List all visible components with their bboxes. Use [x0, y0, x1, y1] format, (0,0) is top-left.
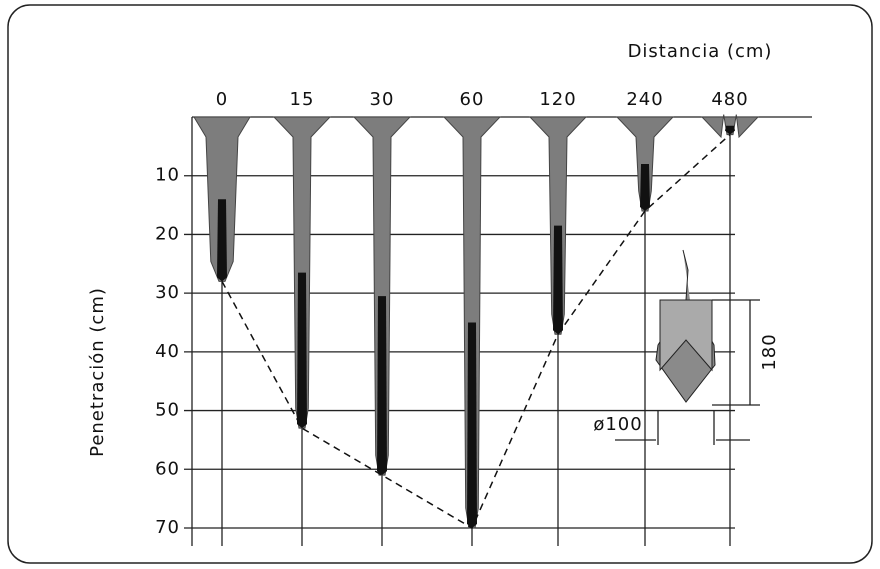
y-tick-label: 60 — [155, 458, 180, 479]
frame — [7, 4, 873, 564]
profile — [700, 114, 760, 139]
envelope — [221, 134, 731, 530]
profile — [193, 116, 251, 282]
x-tick-label: 240 — [626, 89, 663, 110]
x-tick-label: 30 — [370, 89, 395, 110]
profile-core — [725, 125, 735, 135]
x-tick-label: 480 — [711, 89, 748, 110]
height-label: 180 — [759, 333, 780, 370]
profile-body — [700, 114, 760, 139]
profile — [615, 116, 675, 212]
profile — [272, 116, 332, 429]
profile-body — [352, 116, 412, 476]
y-tick-label: 70 — [155, 517, 180, 538]
y-tick-label: 40 — [155, 341, 180, 362]
diameter-label: ø100 — [593, 414, 642, 435]
profile-core — [553, 225, 563, 335]
profile — [352, 116, 412, 476]
profile-core — [640, 163, 650, 211]
profile-core — [217, 199, 227, 282]
profile — [528, 116, 588, 335]
x-tick-label: 15 — [290, 89, 315, 110]
x-tick-label: 0 — [216, 89, 228, 110]
x-title: Distancia (cm) — [628, 41, 773, 62]
x-tick-label: 60 — [460, 89, 485, 110]
inset-body — [659, 299, 713, 372]
y-tick-label: 30 — [155, 282, 180, 303]
y-tick-label: 50 — [155, 400, 180, 421]
plot: 10 20 30 40 50 60 70 0 15 30 60 120 240 480 — [155, 89, 812, 546]
y-tick-label: 20 — [155, 223, 180, 244]
profile-core — [467, 322, 477, 528]
x-tick-label: 120 — [539, 89, 576, 110]
profile-core — [377, 296, 387, 476]
profile — [442, 116, 502, 529]
profile-core — [297, 272, 307, 429]
y-title: Penetración (cm) — [87, 287, 108, 457]
y-tick-label: 10 — [155, 165, 180, 186]
inset-drawing — [615, 249, 760, 445]
